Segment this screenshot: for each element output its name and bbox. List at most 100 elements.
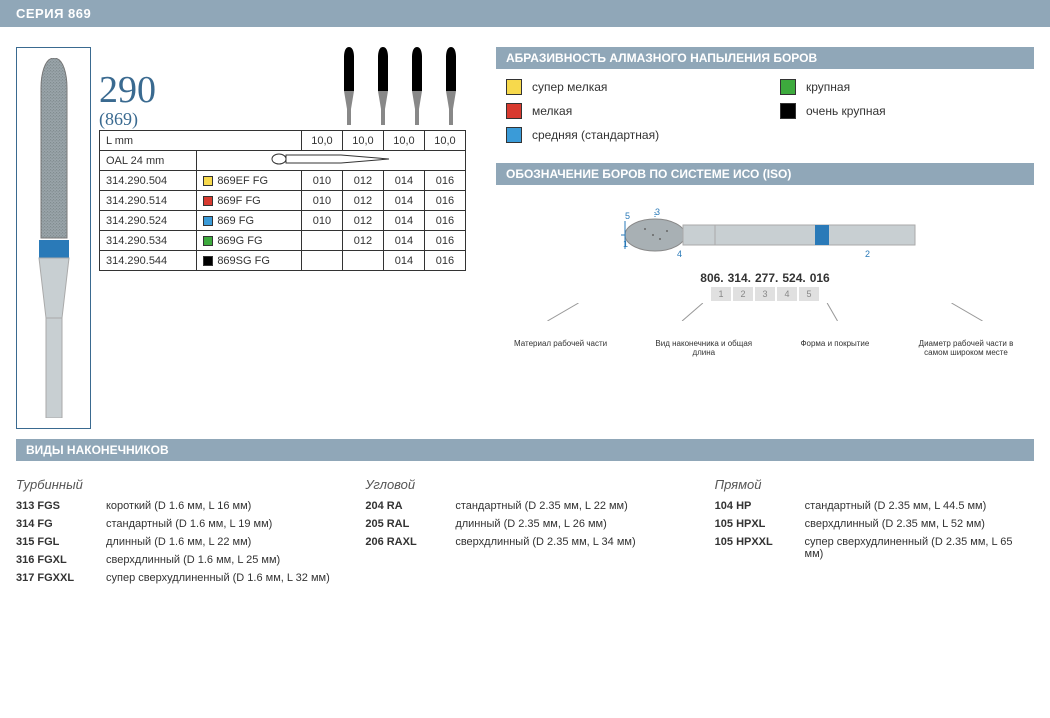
size-cell: 010: [301, 211, 342, 231]
tips-row: 105 HPXXL супер сверхудлиненный (D 2.35 м…: [715, 536, 1034, 560]
table-row: 314.290.534869G FG012014016: [100, 231, 466, 251]
product-name: 869F FG: [197, 191, 302, 211]
tip-code: 313 FGS: [16, 500, 96, 512]
abrasivity-legend: супер мелкаякрупнаямелкаяочень крупнаяср…: [496, 79, 1034, 163]
size-cell: 016: [424, 231, 465, 251]
tip-desc: супер сверхудлиненный (D 1.6 мм, L 32 мм…: [106, 572, 330, 584]
model-sub: (869): [99, 109, 156, 130]
table-row: 314.290.504869EF FG010012014016: [100, 171, 466, 191]
product-image: [16, 47, 91, 429]
table-row: 314.290.544869SG FG014016: [100, 251, 466, 271]
tip-code: 104 HP: [715, 500, 795, 512]
tips-section: ВИДЫ НАКОНЕЧНИКОВ Турбинный313 FGSкоротк…: [0, 439, 1050, 606]
tips-header: ВИДЫ НАКОНЕЧНИКОВ: [16, 439, 1034, 461]
iso-label: Диаметр рабочей части в самом широком ме…: [916, 339, 1016, 357]
iso-code-part: 524.: [782, 271, 805, 285]
tips-column: Турбинный313 FGSкороткий (D 1.6 мм, L 16…: [16, 477, 335, 590]
tip-code: 314 FG: [16, 518, 96, 530]
tips-row: 316 FGXL сверхдлинный (D 1.6 мм, L 25 мм): [16, 554, 335, 566]
iso-label: Форма и покрытие: [800, 339, 869, 357]
svg-text:2: 2: [865, 249, 870, 259]
iso-boxes: 12345: [506, 287, 1024, 301]
tip-code: 105 HPXXL: [715, 536, 795, 548]
table-row: 314.290.514869F FG010012014016: [100, 191, 466, 211]
size-cell: [342, 251, 383, 271]
tip-desc: сверхдлинный (D 2.35 мм, L 34 мм): [455, 536, 635, 548]
product-name: 869 FG: [197, 211, 302, 231]
abrasivity-header: АБРАЗИВНОСТЬ АЛМАЗНОГО НАПЫЛЕНИЯ БОРОВ: [496, 47, 1034, 69]
oal-diagram: [197, 151, 466, 171]
tips-row: 204 RA стандартный (D 2.35 мм, L 22 мм): [365, 500, 684, 512]
size-cell: [301, 231, 342, 251]
product-column: 290 (869) L mm 10,0 10,0: [16, 47, 466, 429]
size-h2: 10,0: [383, 131, 424, 151]
tips-heading: Прямой: [715, 477, 1034, 492]
product-name: 869SG FG: [197, 251, 302, 271]
iso-bur-image: 1 5 3 4 2: [506, 205, 1024, 265]
legend-item: супер мелкая: [506, 79, 750, 95]
tip-code: 206 RAXL: [365, 536, 445, 548]
tips-column: Прямой 104 HP стандартный (D 2.35 мм, L 44…: [715, 477, 1034, 590]
tips-heading: Угловой: [365, 477, 684, 492]
product-code: 314.290.534: [100, 231, 197, 251]
tips-row: 205 RALдлинный (D 2.35 мм, L 26 мм): [365, 518, 684, 530]
product-code: 314.290.504: [100, 171, 197, 191]
tips-row: 313 FGS короткий (D 1.6 мм, L 16 мм): [16, 500, 335, 512]
iso-label: Вид наконечника и общая длина: [654, 339, 754, 357]
size-cell: 016: [424, 191, 465, 211]
tip-code: 204 RA: [365, 500, 445, 512]
tip-desc: стандартный (D 2.35 мм, L 22 мм): [455, 500, 627, 512]
size-cell: 014: [383, 171, 424, 191]
tips-row: 105 HPXL сверхдлинный (D 2.35 мм, L 52 мм…: [715, 518, 1034, 530]
l-label: L mm: [100, 131, 302, 151]
bur-silhouette: [402, 47, 432, 128]
iso-code-part: 016: [810, 271, 830, 285]
tip-code: 105 HPXL: [715, 518, 795, 530]
svg-text:1: 1: [623, 239, 628, 249]
info-column: АБРАЗИВНОСТЬ АЛМАЗНОГО НАПЫЛЕНИЯ БОРОВ с…: [496, 47, 1034, 429]
size-cell: 012: [342, 191, 383, 211]
series-header: СЕРИЯ 869: [0, 0, 1050, 27]
size-cell: 012: [342, 171, 383, 191]
legend-item: очень крупная: [780, 103, 1024, 119]
iso-label: Материал рабочей части: [514, 339, 607, 357]
size-cell: 014: [383, 251, 424, 271]
spec-table: L mm 10,0 10,0 10,0 10,0 OAL 24 mm 31: [99, 130, 466, 271]
tip-code: 317 FGXXL: [16, 572, 96, 584]
tip-desc: стандартный (D 1.6 мм, L 19 мм): [106, 518, 272, 530]
svg-text:3: 3: [655, 207, 660, 217]
tip-desc: длинный (D 1.6 мм, L 22 мм): [106, 536, 251, 548]
size-cell: 012: [342, 211, 383, 231]
size-cell: 014: [383, 231, 424, 251]
iso-connectors: [506, 303, 1024, 321]
oal-label: OAL 24 mm: [100, 151, 197, 171]
tip-code: 316 FGXL: [16, 554, 96, 566]
tip-desc: стандартный (D 2.35 мм, L 44.5 мм): [805, 500, 987, 512]
tips-row: 317 FGXXL супер сверхудлиненный (D 1.6 мм…: [16, 572, 335, 584]
size-cell: 010: [301, 191, 342, 211]
main-content: 290 (869) L mm 10,0 10,0: [0, 27, 1050, 439]
product-table-wrap: 290 (869) L mm 10,0 10,0: [99, 47, 466, 429]
tip-desc: длинный (D 2.35 мм, L 26 мм): [455, 518, 606, 530]
tip-desc: сверхдлинный (D 2.35 мм, L 52 мм): [805, 518, 985, 530]
size-cell: 016: [424, 171, 465, 191]
tips-columns: Турбинный313 FGSкороткий (D 1.6 мм, L 16…: [16, 471, 1034, 590]
iso-code-part: 277.: [755, 271, 778, 285]
tip-desc: короткий (D 1.6 мм, L 16 мм): [106, 500, 251, 512]
svg-text:5: 5: [625, 211, 630, 221]
product-name: 869G FG: [197, 231, 302, 251]
size-cell: 014: [383, 191, 424, 211]
iso-labels: Материал рабочей части Вид наконечника и …: [506, 339, 1024, 357]
size-h1: 10,0: [342, 131, 383, 151]
bur-silhouette: [436, 47, 466, 128]
iso-code: 806.314.277.524.016: [506, 271, 1024, 285]
size-h0: 10,0: [301, 131, 342, 151]
bur-silhouettes: [334, 47, 466, 128]
iso-header: ОБОЗНАЧЕНИЕ БОРОВ ПО СИСТЕМЕ ИСО (ISO): [496, 163, 1034, 185]
tips-row: 206 RAXL сверхдлинный (D 2.35 мм, L 34 мм…: [365, 536, 684, 548]
legend-item: крупная: [780, 79, 1024, 95]
legend-item: средняя (стандартная): [506, 127, 750, 143]
iso-code-part: 314.: [728, 271, 751, 285]
tip-desc: супер сверхудлиненный (D 2.35 мм, L 65 м…: [805, 536, 1034, 560]
tip-desc: сверхдлинный (D 1.6 мм, L 25 мм): [106, 554, 280, 566]
